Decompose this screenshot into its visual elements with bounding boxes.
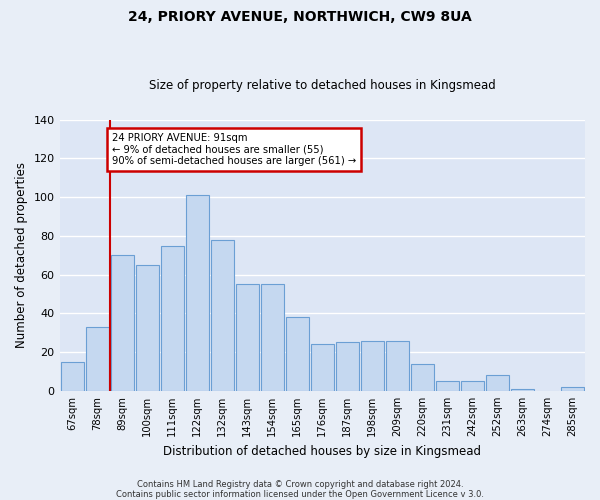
Bar bbox=[386, 340, 409, 391]
Text: Contains HM Land Registry data © Crown copyright and database right 2024.: Contains HM Land Registry data © Crown c… bbox=[137, 480, 463, 489]
Bar bbox=[411, 364, 434, 391]
Bar bbox=[461, 381, 484, 391]
Bar bbox=[236, 284, 259, 391]
Title: Size of property relative to detached houses in Kingsmead: Size of property relative to detached ho… bbox=[149, 79, 496, 92]
X-axis label: Distribution of detached houses by size in Kingsmead: Distribution of detached houses by size … bbox=[163, 444, 481, 458]
Bar bbox=[486, 376, 509, 391]
Bar bbox=[211, 240, 233, 391]
Bar bbox=[185, 195, 209, 391]
Bar bbox=[336, 342, 359, 391]
Text: 24, PRIORY AVENUE, NORTHWICH, CW9 8UA: 24, PRIORY AVENUE, NORTHWICH, CW9 8UA bbox=[128, 10, 472, 24]
Text: Contains public sector information licensed under the Open Government Licence v : Contains public sector information licen… bbox=[116, 490, 484, 499]
Bar bbox=[136, 265, 158, 391]
Bar bbox=[261, 284, 284, 391]
Bar bbox=[561, 387, 584, 391]
Bar bbox=[361, 340, 384, 391]
Bar bbox=[436, 381, 459, 391]
Bar bbox=[110, 255, 134, 391]
Text: 24 PRIORY AVENUE: 91sqm
← 9% of detached houses are smaller (55)
90% of semi-det: 24 PRIORY AVENUE: 91sqm ← 9% of detached… bbox=[112, 133, 356, 166]
Y-axis label: Number of detached properties: Number of detached properties bbox=[15, 162, 28, 348]
Bar bbox=[86, 327, 109, 391]
Bar bbox=[286, 318, 309, 391]
Bar bbox=[311, 344, 334, 391]
Bar bbox=[61, 362, 83, 391]
Bar bbox=[511, 389, 534, 391]
Bar bbox=[161, 246, 184, 391]
